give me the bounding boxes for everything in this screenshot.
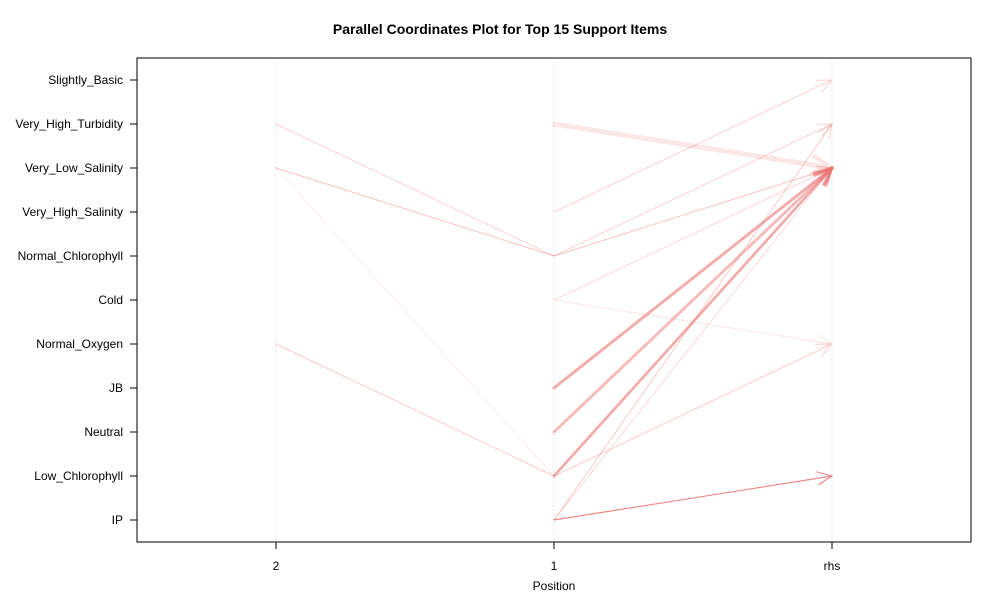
rule-path xyxy=(553,167,833,521)
rule-line xyxy=(553,79,833,213)
y-tick-label: Very_High_Salinity xyxy=(22,205,123,219)
x-tick-label: 2 xyxy=(273,559,280,573)
rule-line xyxy=(552,166,834,434)
rule-line xyxy=(553,167,833,521)
y-tick-label: Cold xyxy=(98,293,123,307)
rule-path xyxy=(553,299,833,345)
rule-path xyxy=(553,343,833,477)
position-guides xyxy=(275,58,833,542)
arrowhead xyxy=(816,123,833,137)
y-tick-label: Low_Chlorophyll xyxy=(34,469,123,483)
y-tick-label: Neutral xyxy=(84,425,123,439)
rule-path xyxy=(275,167,833,477)
arrowhead xyxy=(816,471,833,486)
rule-path xyxy=(552,166,834,434)
arrowhead xyxy=(814,343,833,358)
rule-path xyxy=(553,79,833,213)
x-axis: 2 1 rhs xyxy=(273,542,841,573)
y-tick-label: Very_Low_Salinity xyxy=(25,161,123,175)
rule-line xyxy=(553,123,833,521)
rule-line xyxy=(553,471,833,521)
x-tick-label: 1 xyxy=(551,559,558,573)
x-axis-label: Position xyxy=(533,579,576,593)
y-tick-label: Normal_Oxygen xyxy=(36,337,123,351)
rule-line xyxy=(553,299,833,349)
chart-title: Parallel Coordinates Plot for Top 15 Sup… xyxy=(333,21,667,37)
rule-path xyxy=(275,167,833,477)
rule-line xyxy=(552,166,834,390)
y-axis: IP Low_Chlorophyll Neutral JB Normal_Oxygen C… xyxy=(15,73,137,527)
rule-path xyxy=(275,123,833,257)
rule-line xyxy=(552,166,834,478)
rule-line xyxy=(553,343,833,477)
rule-path xyxy=(553,167,833,301)
rule-path xyxy=(553,475,833,521)
arrowhead xyxy=(812,166,834,186)
x-tick-label: rhs xyxy=(824,559,841,573)
arrowhead xyxy=(813,166,834,187)
rule-line xyxy=(553,167,833,301)
rule-line xyxy=(275,167,833,477)
arrowhead xyxy=(815,334,833,349)
arrowhead xyxy=(818,123,833,140)
arrowhead xyxy=(813,166,834,187)
rule-lines xyxy=(275,79,835,521)
rule-path xyxy=(552,166,834,478)
y-tick-label: Slightly_Basic xyxy=(48,73,123,87)
y-tick-label: IP xyxy=(112,513,123,527)
arrowhead xyxy=(816,79,833,93)
arrowhead xyxy=(816,343,833,357)
rule-path xyxy=(275,167,833,257)
rule-path xyxy=(552,166,834,390)
rule-path xyxy=(551,121,835,171)
y-tick-label: JB xyxy=(109,381,123,395)
arrowhead xyxy=(817,167,833,184)
rule-path xyxy=(553,123,833,521)
y-tick-label: Normal_Chlorophyll xyxy=(18,249,123,263)
rule-line xyxy=(551,121,835,176)
y-tick-label: Very_High_Turbidity xyxy=(15,117,123,131)
rule-line xyxy=(275,123,833,257)
